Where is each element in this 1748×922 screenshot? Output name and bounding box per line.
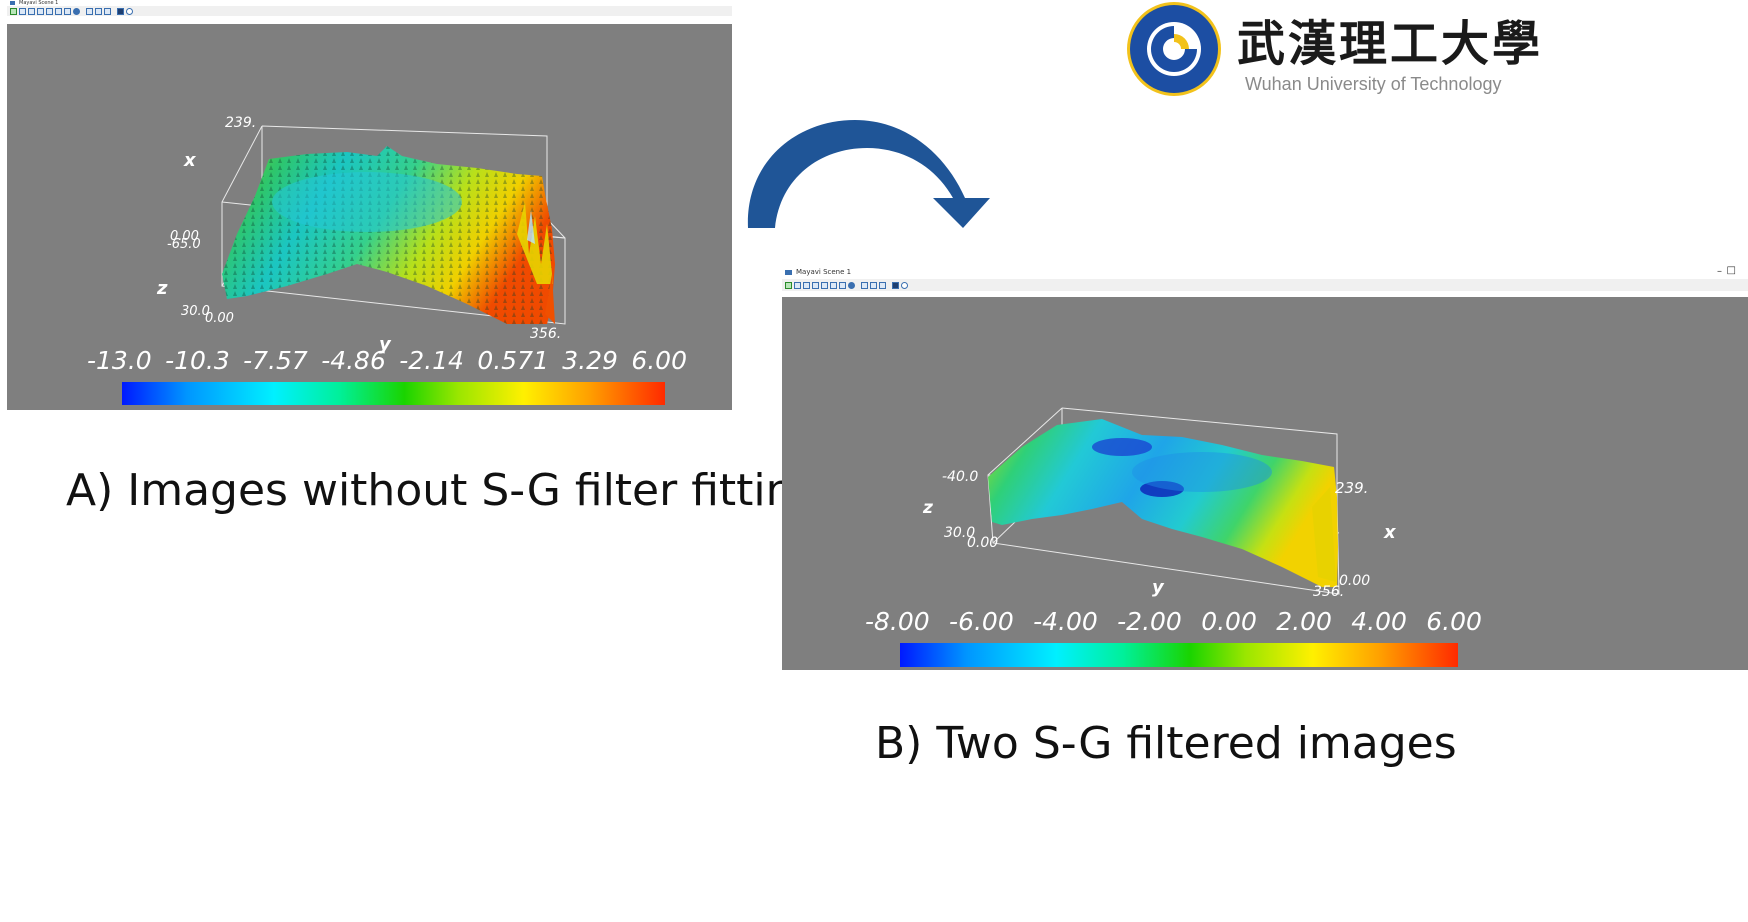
colorbar-ticks-b: -8.00 -6.00 -4.00 -2.00 0.00 2.00 4.00 6… bbox=[865, 607, 1482, 636]
mayavi-window-a: Mayavi Scene 1 bbox=[7, 0, 732, 410]
view-icon[interactable] bbox=[73, 7, 80, 15]
arrow-icon[interactable] bbox=[10, 7, 17, 15]
tick-label-z-origin-a: 30.0 bbox=[181, 304, 210, 319]
axis-label-y-b: y bbox=[1152, 577, 1164, 598]
university-logo: 武漢理工大學 Wuhan University of Technology bbox=[1125, 0, 1725, 100]
colorbar-a bbox=[122, 382, 665, 405]
view-icon[interactable] bbox=[95, 7, 102, 15]
view-icon[interactable] bbox=[28, 7, 35, 15]
tick-label-y-max-b: 356. bbox=[1313, 584, 1345, 600]
view-icon[interactable] bbox=[19, 7, 26, 15]
window-title-b: Mayavi Scene 1 bbox=[796, 268, 852, 276]
window-titlebar-b: Mayavi Scene 1 – □ bbox=[782, 265, 1748, 279]
university-name-chinese: 武漢理工大學 bbox=[1237, 16, 1544, 72]
save-icon[interactable] bbox=[117, 7, 124, 15]
tick-label-x-origin-b: 0.00 bbox=[967, 535, 999, 551]
axis-label-x-b: x bbox=[1384, 522, 1396, 543]
view-icon[interactable] bbox=[848, 281, 855, 289]
colorbar-tick: -7.57 bbox=[243, 346, 308, 375]
surface-plot-b bbox=[987, 407, 1340, 595]
view-icon[interactable] bbox=[37, 7, 44, 15]
arrow-icon[interactable] bbox=[785, 281, 792, 289]
tick-label-z-top-b: -40.0 bbox=[942, 469, 979, 485]
tick-label-z-origin-b: 30.0 bbox=[944, 525, 976, 541]
mayavi-window-b: Mayavi Scene 1 – □ bbox=[782, 265, 1748, 670]
axis-label-x-a: x bbox=[184, 150, 196, 171]
colorbar-tick: -2.00 bbox=[1117, 607, 1182, 636]
colorbar-b bbox=[900, 643, 1458, 667]
window-icon bbox=[10, 1, 15, 5]
tick-label-z-max-a: 0.00 bbox=[170, 229, 199, 244]
view-icon[interactable] bbox=[55, 7, 62, 15]
maximize-icon[interactable]: □ bbox=[1726, 265, 1736, 276]
axis-label-z-b: z bbox=[923, 498, 933, 518]
view-icon[interactable] bbox=[46, 7, 53, 15]
axis-label-z-a: z bbox=[157, 278, 168, 299]
colorbar-tick: -2.14 bbox=[399, 346, 464, 375]
arrow-icon bbox=[747, 120, 990, 228]
colorbar-tick: 6.00 bbox=[631, 346, 687, 375]
tick-label-x-origin-a: 0.00 bbox=[205, 311, 234, 326]
view-icon[interactable] bbox=[879, 281, 886, 289]
university-name-english: Wuhan University of Technology bbox=[1245, 74, 1502, 94]
tick-label-x-max-b: 239. bbox=[1335, 479, 1369, 497]
view-icon[interactable] bbox=[839, 281, 846, 289]
view-icon[interactable] bbox=[830, 281, 837, 289]
colorbar-tick: 3.29 bbox=[562, 346, 618, 375]
view-icon[interactable] bbox=[812, 281, 819, 289]
colorbar-tick: -4.86 bbox=[321, 346, 386, 375]
mayavi-toolbar-b bbox=[782, 279, 1748, 291]
window-title-a: Mayavi Scene 1 bbox=[19, 0, 59, 6]
colorbar-tick: 0.571 bbox=[477, 346, 549, 375]
colorbar-ticks-a: -13.0 -10.3 -7.57 -4.86 -2.14 0.571 3.29… bbox=[87, 346, 687, 375]
terrain-surface-b bbox=[988, 419, 1338, 587]
view-icon[interactable] bbox=[86, 7, 93, 15]
tick-label-y-origin-b: 0.00 bbox=[1339, 573, 1371, 589]
tick-label-x-max-a: 239. bbox=[225, 115, 257, 131]
window-titlebar-a: Mayavi Scene 1 bbox=[7, 0, 732, 6]
window-icon bbox=[785, 269, 792, 275]
caption-b: B) Two S-G filtered images bbox=[875, 718, 1457, 769]
view-icon[interactable] bbox=[794, 281, 801, 289]
scene-viewport-b[interactable]: -40.0 z 30.0 0.00 239. x 0.00 356. y -8.… bbox=[782, 297, 1748, 670]
view-icon[interactable] bbox=[870, 281, 877, 289]
colorbar-tick: 4.00 bbox=[1351, 607, 1407, 636]
university-seal bbox=[1127, 2, 1221, 96]
colorbar-tick: 0.00 bbox=[1201, 607, 1257, 636]
view-icon[interactable] bbox=[901, 281, 908, 289]
colorbar-tick: -4.00 bbox=[1033, 607, 1098, 636]
tick-label-y-max-a: 356. bbox=[530, 326, 562, 342]
axis-label-y-a: y bbox=[379, 334, 391, 355]
tick-label-z-min-a: -65.0 bbox=[167, 237, 201, 252]
mayavi-toolbar-a bbox=[7, 6, 732, 16]
view-icon[interactable] bbox=[126, 7, 133, 15]
colorbar-tick: -13.0 bbox=[87, 346, 152, 375]
colorbar-tick: 2.00 bbox=[1276, 607, 1332, 636]
colorbar-tick: -6.00 bbox=[949, 607, 1014, 636]
surface-plot-a bbox=[221, 125, 566, 325]
colorbar-tick: 6.00 bbox=[1426, 607, 1482, 636]
minimize-icon[interactable]: – bbox=[1717, 266, 1722, 277]
view-icon[interactable] bbox=[861, 281, 868, 289]
view-icon[interactable] bbox=[104, 7, 111, 15]
caption-a: A) Images without S-G filter fitting bbox=[66, 465, 822, 516]
transition-arrow bbox=[747, 120, 990, 228]
view-icon[interactable] bbox=[803, 281, 810, 289]
colorbar-tick: -10.3 bbox=[165, 346, 230, 375]
view-icon[interactable] bbox=[821, 281, 828, 289]
save-icon[interactable] bbox=[892, 281, 899, 289]
scene-viewport-a[interactable]: 239. x 0.00 -65.0 z 30.0 0.00 356. y -13… bbox=[7, 24, 732, 410]
view-icon[interactable] bbox=[64, 7, 71, 15]
colorbar-tick: -8.00 bbox=[865, 607, 930, 636]
